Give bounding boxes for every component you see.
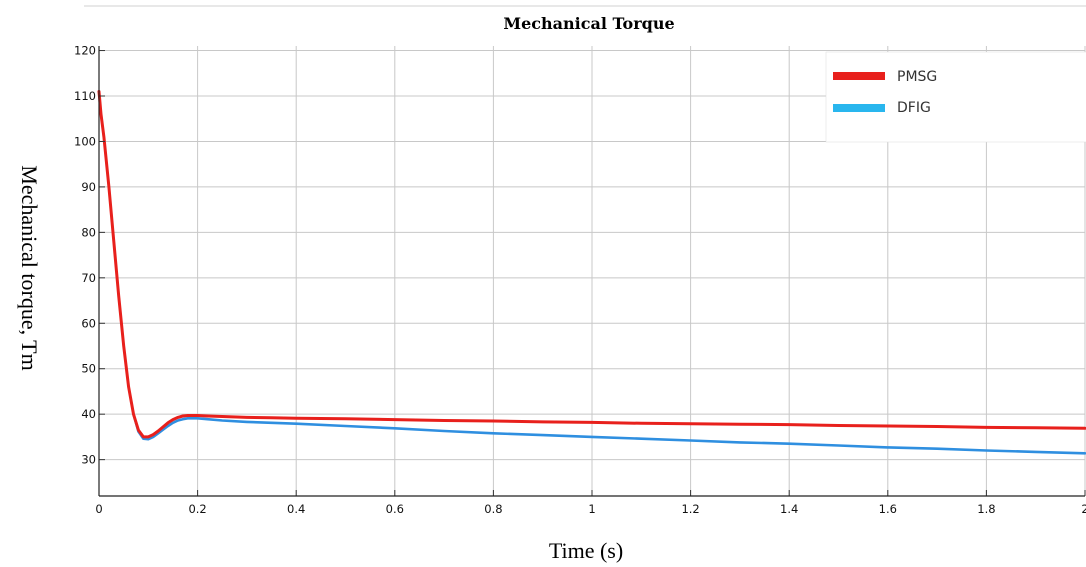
x-tick-label: 0 <box>95 502 102 516</box>
x-tick-label: 0.4 <box>287 502 305 516</box>
legend: PMSG DFIG <box>825 51 1086 143</box>
x-axis-label: Time (s) <box>549 538 623 563</box>
legend-swatch-dfig <box>833 104 885 112</box>
y-tick-label: 100 <box>74 134 96 148</box>
x-tick-label: 1.4 <box>780 502 798 516</box>
x-tick-label: 0.2 <box>188 502 206 516</box>
y-tick-label: 80 <box>81 225 96 239</box>
axes <box>98 46 1086 497</box>
legend-swatch-pmsg <box>833 72 885 80</box>
y-tick-label: 120 <box>74 44 96 58</box>
series-line-pmsg <box>97 90 1086 439</box>
series-line-dfig <box>132 412 1086 455</box>
legend-label-dfig: DFIG <box>897 100 931 116</box>
legend-box <box>825 51 1086 143</box>
x-tick-label: 1 <box>588 502 595 516</box>
y-tick-labels: 30 40 50 60 70 80 90 100 110 120 <box>74 44 96 467</box>
legend-label-pmsg: PMSG <box>897 69 937 85</box>
x-tick-label: 1.6 <box>879 502 897 516</box>
y-tick-label: 30 <box>81 453 96 467</box>
y-axis-label: Mechanical torque, Tm <box>17 165 42 370</box>
x-tick-label: 1.2 <box>681 502 699 516</box>
y-tick-label: 70 <box>81 271 96 285</box>
x-tick-label: 1.8 <box>977 502 995 516</box>
x-tick-label: 0.8 <box>484 502 502 516</box>
chart-title: Mechanical Torque <box>503 14 674 33</box>
y-tick-label: 40 <box>81 407 96 421</box>
x-tick-labels: 0 0.2 0.4 0.6 0.8 1 1.2 1.4 1.6 1.8 2 <box>95 502 1086 516</box>
y-tick-label: 60 <box>81 316 96 330</box>
y-tick-label: 50 <box>81 362 96 376</box>
x-tick-label: 0.6 <box>386 502 404 516</box>
series-layer <box>97 90 1086 455</box>
y-tick-label: 110 <box>74 89 96 103</box>
y-tick-label: 90 <box>81 180 96 194</box>
x-tick-label: 2 <box>1081 502 1086 516</box>
